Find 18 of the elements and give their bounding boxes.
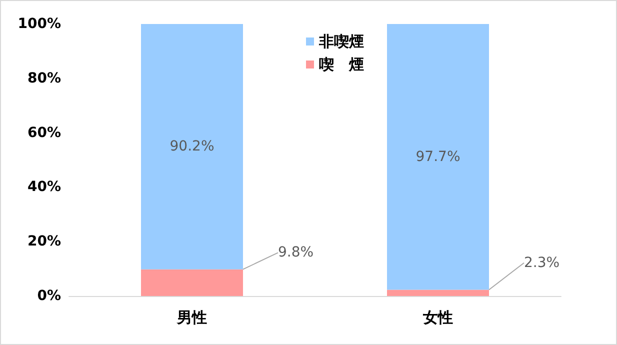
- bar: [387, 290, 489, 296]
- y-tick-label: 20%: [27, 234, 61, 250]
- y-tick-label: 60%: [27, 124, 61, 141]
- x-tick-label: 女性: [422, 308, 453, 326]
- y-tick-label: 0%: [37, 288, 61, 304]
- legend-label: 喫 煙: [319, 56, 364, 74]
- x-tick-label: 男性: [176, 308, 207, 326]
- bar: [141, 24, 243, 270]
- legend-label: 非喫煙: [318, 32, 364, 50]
- bar: [141, 269, 243, 296]
- data-label: 2.3%: [524, 254, 560, 271]
- y-tick-label: 40%: [27, 179, 61, 196]
- bar: [387, 24, 489, 290]
- data-label: 97.7%: [416, 148, 460, 165]
- y-tick-label: 80%: [27, 70, 61, 86]
- y-tick-label: 100%: [18, 16, 61, 32]
- data-label: 9.8%: [278, 244, 314, 261]
- data-label: 90.2%: [170, 138, 214, 155]
